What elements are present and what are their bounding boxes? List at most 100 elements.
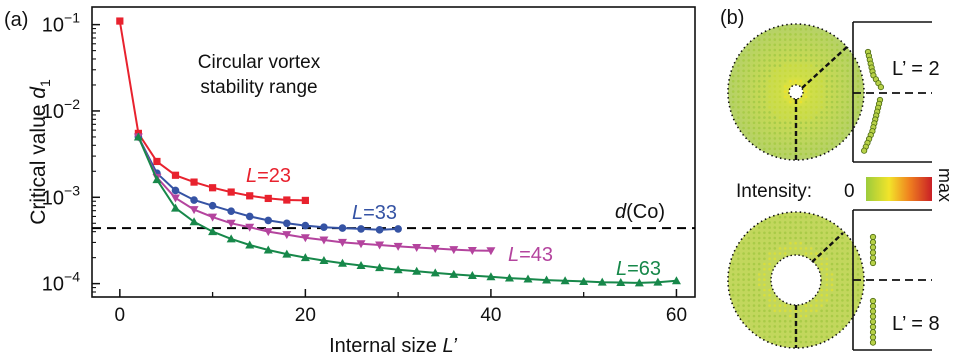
lattice-dot (809, 231, 813, 235)
lattice-dot (809, 226, 813, 229)
lattice-dot (856, 293, 860, 297)
lattice-dot (799, 137, 803, 140)
lattice-dot (809, 64, 813, 67)
lattice-dot (820, 309, 823, 313)
data-point-l63 (523, 274, 533, 283)
data-point-l63 (449, 269, 459, 278)
lattice-dot (825, 231, 829, 235)
lattice-dot (841, 95, 844, 99)
lattice-dot (752, 43, 756, 47)
lattice-dot (804, 231, 808, 235)
lattice-dot (815, 147, 818, 151)
lattice-dot (731, 262, 735, 266)
lattice-dot (768, 330, 771, 333)
lattice-dot (841, 304, 844, 307)
lattice-dot (778, 325, 782, 328)
lattice-dot (825, 100, 829, 104)
lattice-dot (747, 236, 751, 240)
lattice-dot (783, 95, 787, 99)
data-point-l63 (467, 271, 477, 280)
lattice-dot (752, 299, 756, 302)
lattice-dot (778, 241, 782, 245)
data-point-l63 (393, 265, 403, 274)
lattice-dot (747, 314, 751, 318)
lattice-dot (841, 262, 844, 266)
lattice-dot (835, 131, 839, 135)
lattice-dot (783, 116, 787, 119)
lattice-dot (846, 257, 849, 261)
disk-bottom-cut-diagonal (811, 232, 844, 263)
lattice-dot (752, 69, 756, 73)
data-point-l63 (226, 234, 236, 243)
lattice-dot (778, 142, 782, 145)
lattice-dot (809, 69, 813, 73)
lattice-dot (841, 105, 844, 109)
lattice-dot (830, 304, 834, 307)
lattice-dot (757, 48, 761, 52)
lattice-dot (742, 74, 745, 78)
lattice-dot (794, 226, 797, 229)
lattice-dot (825, 335, 829, 339)
lattice-dot (783, 85, 787, 88)
lattice-dot (835, 121, 839, 125)
lattice-dot (731, 95, 735, 99)
lattice-dot (789, 100, 792, 104)
lattice-dot (799, 79, 803, 83)
lattice-dot (763, 330, 766, 333)
lattice-dot (783, 64, 787, 67)
data-point-l63 (486, 272, 496, 281)
lattice-dot (752, 53, 756, 57)
lattice-dot (809, 85, 813, 88)
lattice-dot (856, 267, 860, 271)
y-tick-label: 10−2 (42, 96, 80, 123)
lattice-dot (804, 215, 808, 219)
lattice-dot (783, 330, 787, 333)
lattice-dot (763, 293, 766, 297)
lattice-dot (830, 262, 834, 266)
lattice-dot (757, 79, 761, 83)
lattice-dot (799, 226, 803, 229)
lattice-dot (742, 262, 745, 266)
data-point-l63 (616, 278, 626, 287)
lattice-dot (825, 325, 829, 328)
lattice-dot (763, 325, 766, 328)
lattice-dot (794, 247, 797, 250)
lattice-dot (820, 131, 823, 135)
lattice-dot (742, 90, 745, 93)
lattice-dot (737, 293, 740, 297)
lattice-dot (768, 126, 771, 130)
lattice-dot (825, 142, 829, 145)
lattice-dot (778, 152, 782, 156)
lattice-dot (757, 69, 761, 73)
lattice-dot (757, 116, 761, 119)
lattice-dot (763, 142, 766, 145)
lattice-dot (825, 137, 829, 140)
lattice-dot (757, 231, 761, 235)
lattice-dot (742, 79, 745, 83)
lattice-dot (799, 335, 803, 339)
lattice-dot (783, 247, 787, 250)
lattice-dot (815, 38, 818, 41)
lattice-dot (763, 288, 766, 292)
lattice-dot (799, 221, 803, 224)
lattice-dot (830, 252, 834, 255)
lattice-dot (830, 105, 834, 109)
lattice-dot (804, 335, 808, 339)
lattice-dot (841, 79, 844, 83)
lattice-dot (794, 38, 797, 41)
lattice-dot (830, 257, 834, 261)
lattice-dot (804, 247, 808, 250)
lattice-dot (820, 53, 823, 57)
lattice-dot (794, 27, 797, 31)
profile-point (861, 147, 868, 154)
series-l43 (133, 133, 496, 256)
lattice-dot (752, 278, 756, 281)
lattice-dot (731, 85, 735, 88)
lattice-dot (815, 330, 818, 333)
lattice-dot (752, 90, 756, 93)
lattice-dot (804, 252, 808, 255)
lattice-dot (820, 293, 823, 297)
profile-bottom-label: L’ = 8 (892, 313, 940, 335)
lattice-dot (799, 33, 803, 36)
data-point-l23 (227, 188, 235, 196)
